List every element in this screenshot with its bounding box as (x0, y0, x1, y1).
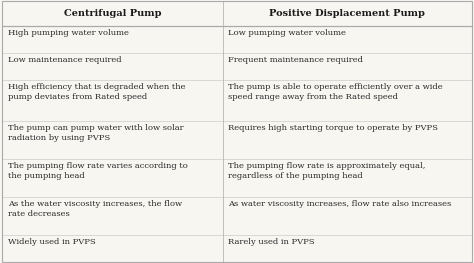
Text: Low maintenance required: Low maintenance required (8, 57, 122, 64)
Text: Low pumping water volume: Low pumping water volume (228, 29, 346, 37)
Text: As water viscosity increases, flow rate also increases: As water viscosity increases, flow rate … (228, 200, 452, 208)
Text: The pump is able to operate efficiently over a wide
speed range away from the Ra: The pump is able to operate efficiently … (228, 83, 443, 101)
Text: High efficiency that is degraded when the
pump deviates from Rated speed: High efficiency that is degraded when th… (8, 83, 185, 101)
Text: Positive Displacement Pump: Positive Displacement Pump (269, 9, 425, 18)
Text: Widely used in PVPS: Widely used in PVPS (8, 238, 96, 246)
Text: The pumping flow rate is approximately equal,
regardless of the pumping head: The pumping flow rate is approximately e… (228, 162, 426, 180)
Text: Centrifugal Pump: Centrifugal Pump (64, 9, 161, 18)
Text: High pumping water volume: High pumping water volume (8, 29, 129, 37)
Text: The pump can pump water with low solar
radiation by using PVPS: The pump can pump water with low solar r… (8, 124, 184, 142)
Text: Requires high starting torque to operate by PVPS: Requires high starting torque to operate… (228, 124, 438, 133)
Text: The pumping flow rate varies according to
the pumping head: The pumping flow rate varies according t… (8, 162, 188, 180)
Text: Frequent maintenance required: Frequent maintenance required (228, 57, 364, 64)
Text: As the water viscosity increases, the flow
rate decreases: As the water viscosity increases, the fl… (8, 200, 182, 218)
Text: Rarely used in PVPS: Rarely used in PVPS (228, 238, 315, 246)
